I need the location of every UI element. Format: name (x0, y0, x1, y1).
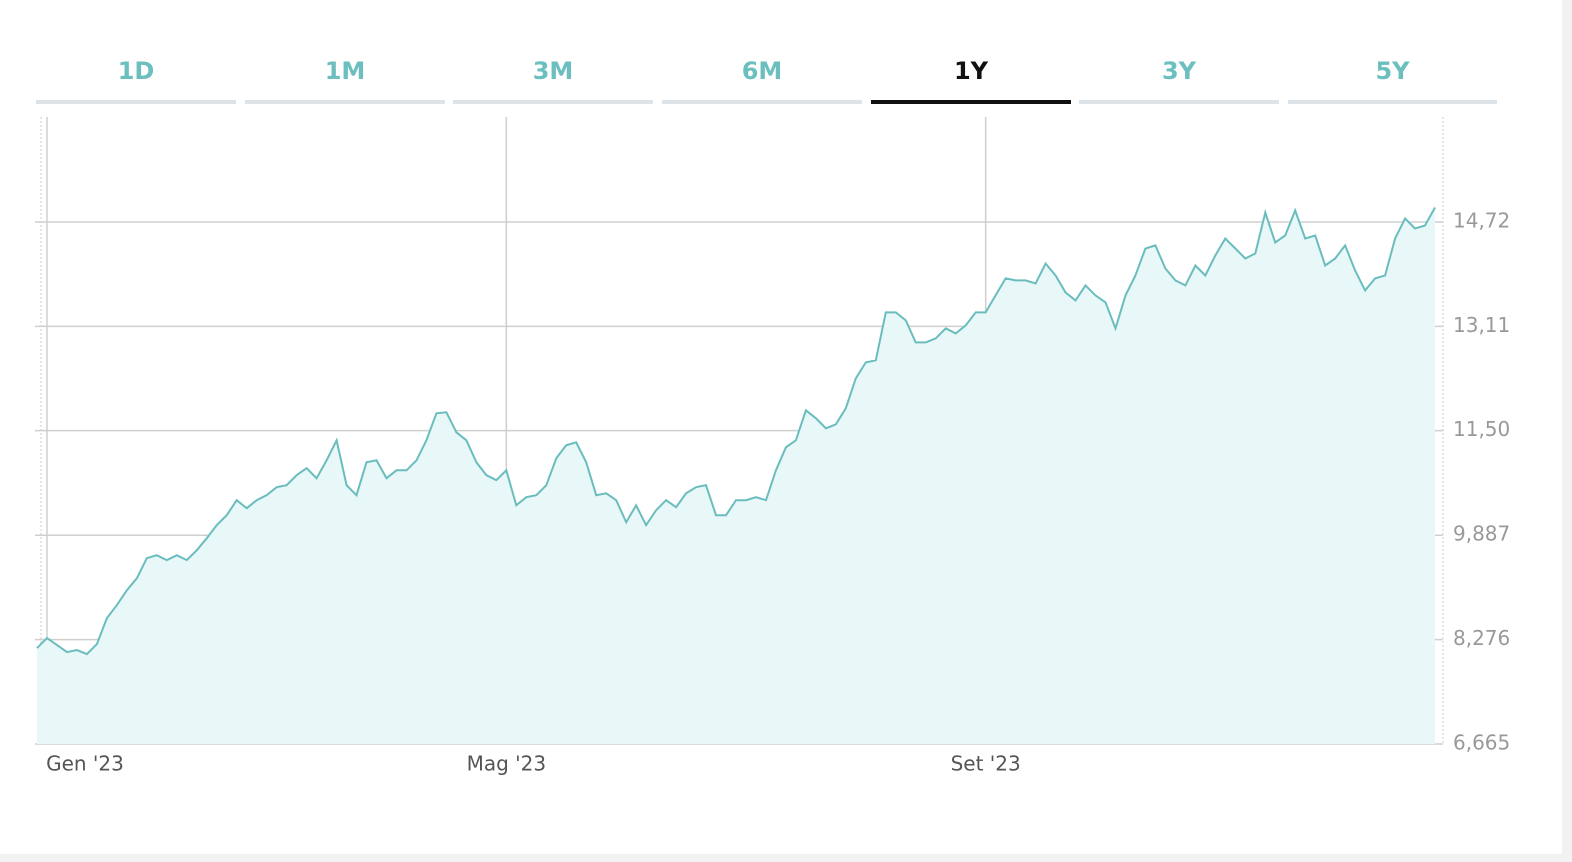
tab-label[interactable]: 5Y (1375, 57, 1410, 85)
tab-label[interactable]: 1Y (953, 57, 989, 85)
range-tab[interactable]: 3Y (1079, 40, 1279, 106)
x-tick-label: Set '23 (951, 752, 1021, 776)
area-fill (37, 207, 1435, 744)
tab-label[interactable]: 6M (741, 57, 783, 85)
y-tick-label: 6,665 (1453, 731, 1510, 755)
tab-label[interactable]: 1D (117, 57, 155, 85)
range-tab[interactable]: 1D (36, 40, 236, 106)
range-tab[interactable]: 3M (453, 40, 653, 106)
y-tick-label: 14,72 (1453, 208, 1510, 232)
range-tab[interactable]: 1Y (871, 40, 1071, 106)
tab-label[interactable]: 1M (324, 57, 366, 85)
y-tick-label: 8,276 (1453, 626, 1510, 650)
x-tick-label: Mag '23 (467, 752, 547, 776)
tab-label[interactable]: 3Y (1161, 57, 1197, 85)
range-tab[interactable]: 6M (662, 40, 862, 106)
tab-label[interactable]: 3M (532, 57, 574, 85)
y-tick-label: 9,887 (1453, 522, 1510, 546)
range-tab[interactable]: 1M (245, 40, 445, 106)
x-tick-label: Gen '23 (46, 752, 124, 776)
price-line (36, 207, 1436, 656)
range-tab[interactable]: 5Y (1288, 40, 1497, 106)
y-tick-label: 11,50 (1453, 417, 1510, 441)
y-tick-label: 13,11 (1453, 313, 1510, 337)
